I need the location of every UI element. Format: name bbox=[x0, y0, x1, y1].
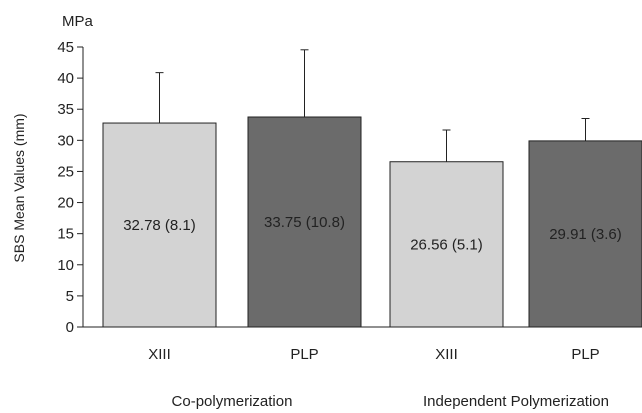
bar-value-label: 29.91 (3.6) bbox=[549, 226, 622, 243]
y-tick-label: 0 bbox=[66, 319, 74, 336]
group-label: Independent Polymerization bbox=[423, 393, 609, 410]
y-tick-label: 25 bbox=[57, 163, 74, 180]
unit-label: MPa bbox=[62, 13, 94, 30]
y-axis-label: SBS Mean Values (mm) bbox=[11, 113, 27, 262]
y-tick-label: 35 bbox=[57, 101, 74, 118]
bars-layer bbox=[103, 50, 642, 327]
x-tick-label: XIII bbox=[148, 346, 171, 363]
x-tick-label: PLP bbox=[571, 346, 599, 363]
bar-value-label: 32.78 (8.1) bbox=[123, 217, 196, 234]
x-tick-label: XIII bbox=[435, 346, 458, 363]
y-tick-label: 45 bbox=[57, 39, 74, 56]
y-tick-label: 15 bbox=[57, 226, 74, 243]
y-tick-label: 20 bbox=[57, 195, 74, 212]
group-label: Co-polymerization bbox=[172, 393, 293, 410]
bar-value-label: 33.75 (10.8) bbox=[264, 214, 345, 231]
bar-value-label: 26.56 (5.1) bbox=[410, 236, 483, 253]
y-tick-label: 40 bbox=[57, 70, 74, 87]
y-tick-label: 30 bbox=[57, 132, 74, 149]
y-tick-label: 5 bbox=[66, 288, 74, 305]
x-tick-label: PLP bbox=[290, 346, 318, 363]
y-tick-label: 10 bbox=[57, 257, 74, 274]
